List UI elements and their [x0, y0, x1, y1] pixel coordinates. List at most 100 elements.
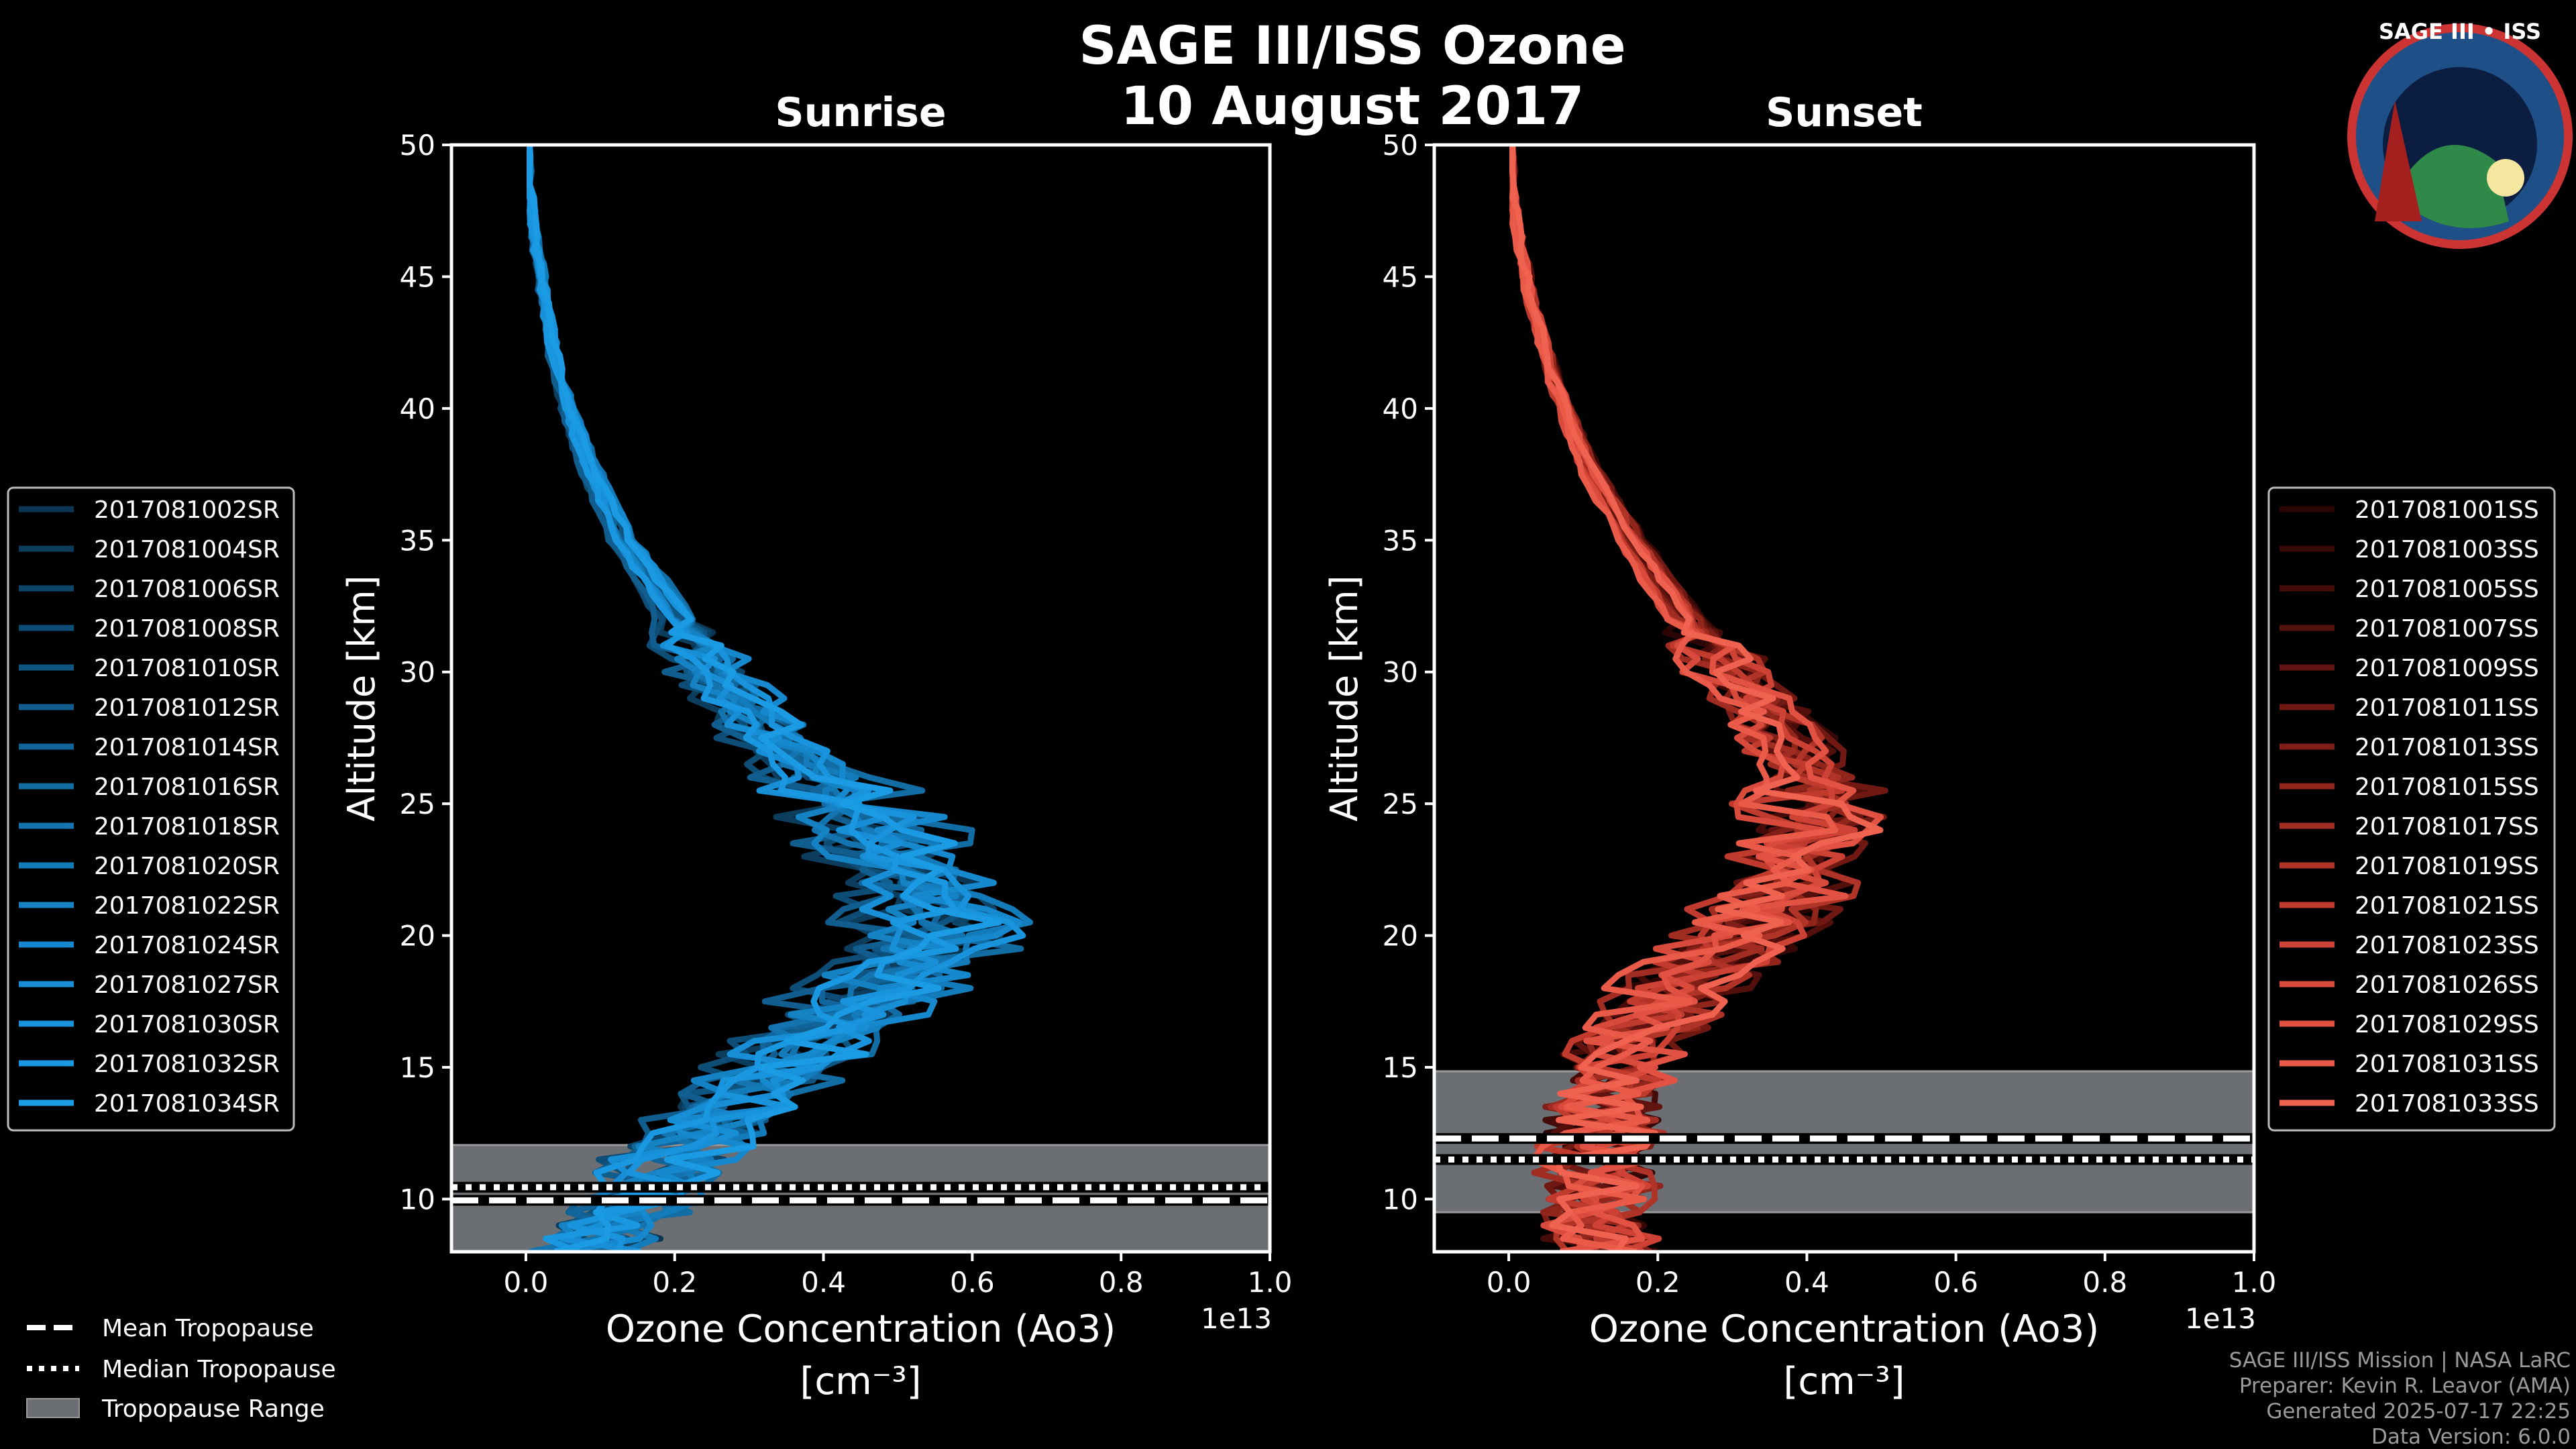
tropopause-range-swatch: [26, 1398, 80, 1418]
legend-item: 2017081033SS: [2279, 1090, 2539, 1118]
legend-item: 2017081029SS: [2279, 1011, 2539, 1038]
y-tick-label: 50: [400, 129, 435, 162]
axes-frame: [449, 143, 1272, 1254]
legend-label: 2017081022SR: [94, 892, 280, 920]
mean-tropopause-label: Mean Tropopause: [102, 1315, 314, 1342]
y-tick-label: 20: [400, 920, 435, 953]
legend-item: 2017081001SS: [2279, 496, 2539, 524]
profile-line-2017081031SS: [1509, 145, 1839, 1252]
legend-item: 2017081027SR: [19, 971, 280, 999]
legend-label: 2017081032SR: [94, 1051, 280, 1078]
footer-credits: SAGE III/ISS Mission | NASA LaRC Prepare…: [2229, 1348, 2571, 1449]
profile-line-2017081034SR: [527, 145, 1002, 1252]
x-axis-unit: [cm⁻³]: [800, 1360, 921, 1403]
y-tick-label: 25: [400, 788, 435, 820]
panel-title: Sunset: [1766, 89, 1923, 136]
x-tick-label: 0.2: [1635, 1266, 1680, 1299]
sunset-legend: 2017081001SS 2017081003SS 2017081005SS 2017…: [2267, 486, 2556, 1132]
y-tick-label: 15: [1383, 1051, 1418, 1084]
legend-label: 2017081027SR: [94, 971, 280, 999]
legend-label: 2017081015SS: [2355, 773, 2539, 801]
mission-logo: SAGE III • ISS: [2347, 19, 2573, 249]
legend-label: 2017081008SR: [94, 615, 280, 643]
panel-title: Sunrise: [775, 89, 946, 136]
y-tick-label: 20: [1383, 920, 1418, 953]
legend-label: 2017081004SR: [94, 536, 280, 564]
x-tick-label: 0.6: [950, 1266, 995, 1299]
legend-label: 2017081007SS: [2355, 615, 2539, 643]
y-tick-label: 10: [1383, 1183, 1418, 1216]
legend-item: 2017081004SR: [19, 536, 280, 564]
legend-item: 2017081032SR: [19, 1051, 280, 1078]
legend-box: [7, 486, 295, 1132]
x-axis-label: Ozone Concentration (Ao3): [606, 1307, 1116, 1351]
legend-item: 2017081007SS: [2279, 615, 2539, 643]
x-tick-label: 0.6: [1933, 1266, 1978, 1299]
footer-mission: SAGE III/ISS Mission | NASA LaRC: [2229, 1348, 2571, 1373]
legend-label: 2017081030SR: [94, 1011, 280, 1038]
x-axis-unit: [cm⁻³]: [1783, 1360, 1904, 1403]
profile-lines: [527, 145, 1033, 1252]
profile-line-2017081030SR: [527, 145, 1026, 1252]
legend-label: 2017081010SR: [94, 655, 280, 682]
legend-label: 2017081014SR: [94, 734, 280, 761]
plot-area: [451, 145, 1270, 1252]
legend-item: 2017081014SR: [19, 734, 280, 761]
y-tick-label: 25: [1383, 788, 1418, 820]
legend-item: 2017081005SS: [2279, 576, 2539, 603]
legend-label: 2017081020SR: [94, 853, 280, 880]
legend-item: 2017081022SR: [19, 892, 280, 920]
legend-item: 2017081013SS: [2279, 734, 2539, 761]
x-scale-label: 1e13: [1201, 1302, 1272, 1335]
x-tick-label: 0.8: [2082, 1266, 2127, 1299]
footer-preparer: Preparer: Kevin R. Leavor (AMA): [2239, 1374, 2571, 1398]
logo-text: SAGE III • ISS: [2379, 19, 2541, 44]
legend-item: 2017081034SR: [19, 1090, 280, 1118]
legend-item: 2017081018SR: [19, 813, 280, 841]
legend-item: 2017081021SS: [2279, 892, 2539, 920]
x-tick-label: 0.2: [652, 1266, 697, 1299]
tropopause-legend: Mean Tropopause Median Tropopause Tropop…: [26, 1315, 336, 1423]
x-scale-label: 1e13: [2185, 1302, 2256, 1335]
legend-item: 2017081008SR: [19, 615, 280, 643]
legend-label: 2017081023SS: [2355, 932, 2539, 959]
x-tick-label: 0.4: [801, 1266, 846, 1299]
legend-label: 2017081001SS: [2355, 496, 2539, 524]
x-tick-label: 0.0: [1487, 1266, 1532, 1299]
legend-label: 2017081034SR: [94, 1090, 280, 1118]
sunrise-legend: 2017081002SR 2017081004SR 2017081006SR 2017…: [7, 486, 295, 1132]
legend-item: 2017081011SS: [2279, 694, 2539, 722]
footer-version: Data Version: 6.0.0: [2371, 1425, 2571, 1449]
legend-item: 2017081019SS: [2279, 853, 2539, 880]
y-tick-label: 30: [400, 656, 435, 689]
legend-item: 2017081017SS: [2279, 813, 2539, 841]
legend-label: 2017081003SS: [2355, 536, 2539, 564]
figure-title: SAGE III/ISS Ozone: [1079, 16, 1625, 76]
legend-label: 2017081026SS: [2355, 971, 2539, 999]
x-tick-label: 1.0: [2232, 1266, 2277, 1299]
legend-label: 2017081021SS: [2355, 892, 2539, 920]
y-tick-label: 40: [400, 392, 435, 425]
legend-label: 2017081019SS: [2355, 853, 2539, 880]
legend-label: 2017081024SR: [94, 932, 280, 959]
legend-item: 2017081015SS: [2279, 773, 2539, 801]
profile-lines: [1509, 145, 1888, 1252]
legend-label: 2017081013SS: [2355, 734, 2539, 761]
legend-item: 2017081006SR: [19, 576, 280, 603]
legend-item: 2017081030SR: [19, 1011, 280, 1038]
legend-item: 2017081002SR: [19, 496, 280, 524]
legend-label: 2017081009SS: [2355, 655, 2539, 682]
tropopause-range-label: Tropopause Range: [101, 1395, 325, 1423]
profile-line-2017081033SS: [1509, 145, 1884, 1252]
figure-date: 10 August 2017: [1121, 76, 1585, 137]
legend-item: 2017081031SS: [2279, 1051, 2539, 1078]
legend-label: 2017081011SS: [2355, 694, 2539, 722]
legend-item: 2017081026SS: [2279, 971, 2539, 999]
y-tick-label: 10: [400, 1183, 435, 1216]
x-axis-label: Ozone Concentration (Ao3): [1589, 1307, 2099, 1351]
legend-label: 2017081012SR: [94, 694, 280, 722]
legend-item: 2017081012SR: [19, 694, 280, 722]
legend-label: 2017081033SS: [2355, 1090, 2539, 1118]
x-tick-label: 0.4: [1784, 1266, 1829, 1299]
